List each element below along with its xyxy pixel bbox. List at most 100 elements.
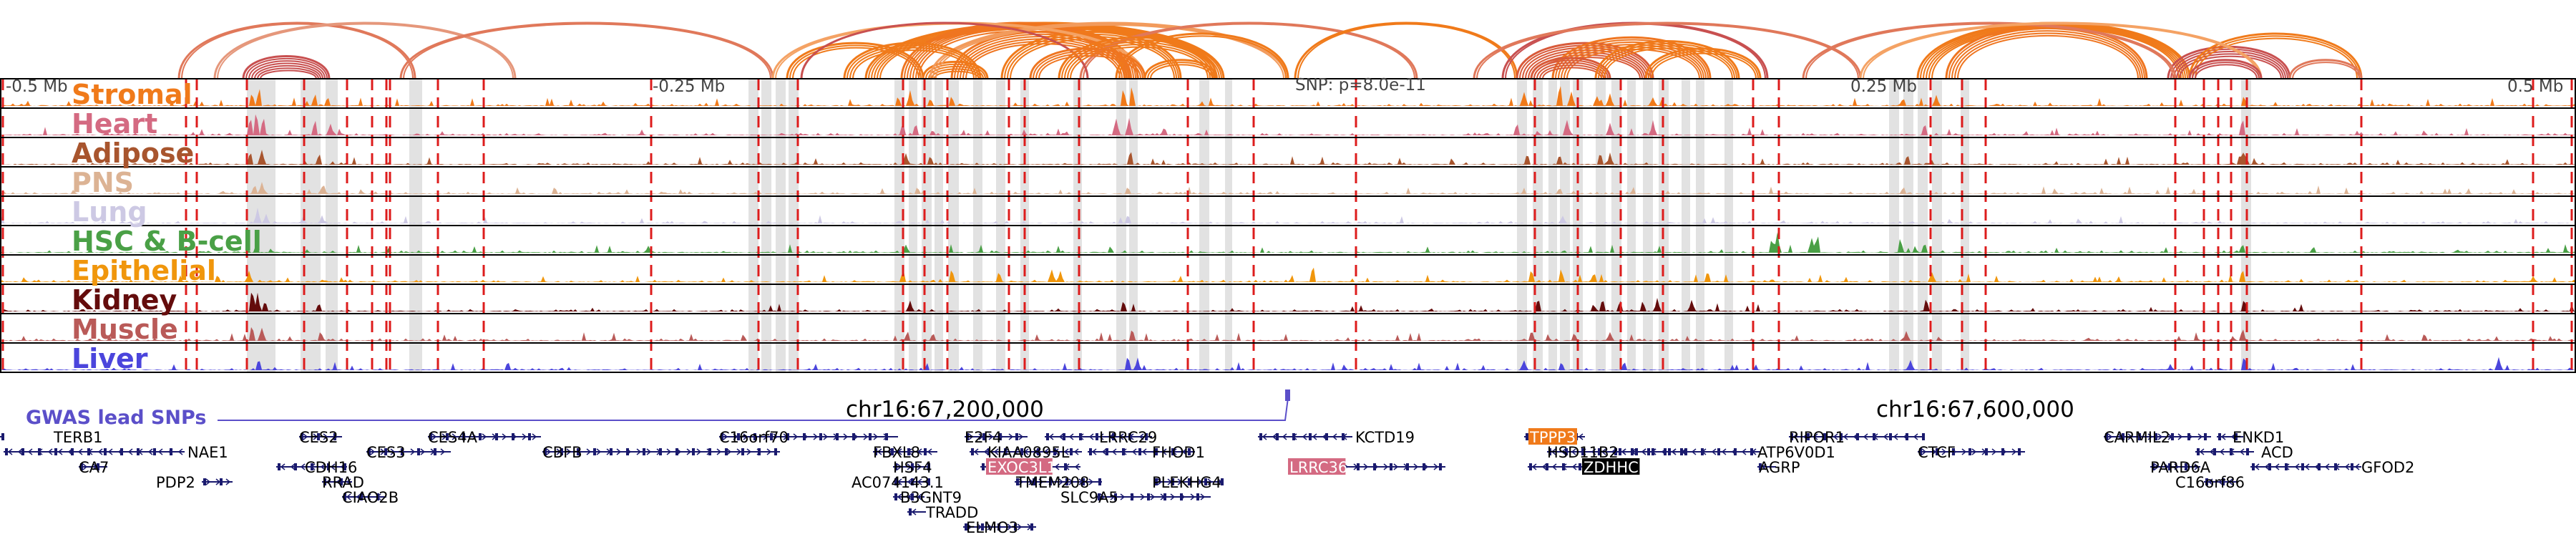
gene-exon	[1565, 448, 1568, 455]
strand-arrow	[410, 448, 416, 455]
strand-arrow	[1140, 493, 1146, 500]
gene-exon	[737, 433, 740, 440]
gene-exon	[999, 433, 1002, 440]
strand-arrow	[2207, 478, 2213, 485]
loop-arc	[1516, 42, 1654, 79]
strand-arrow	[346, 493, 351, 500]
gene-exon	[911, 478, 914, 485]
gene-exon	[2235, 433, 2238, 440]
loop-arc	[789, 44, 922, 79]
gene-exon	[2268, 463, 2271, 470]
gene-exon	[317, 433, 320, 440]
gene-gfod2: GFOD2	[2250, 459, 2414, 476]
gene-exon	[894, 463, 897, 470]
strand-arrow	[27, 448, 33, 455]
track-label: Liver	[72, 343, 148, 374]
gene-exon	[360, 493, 363, 500]
strand-arrow	[1068, 478, 1074, 485]
gene-exon	[1037, 448, 1040, 455]
signal-track-hsc-b-cell	[0, 232, 2576, 253]
gene-exon	[2204, 433, 2207, 440]
gene-label: PDP2	[156, 474, 195, 491]
track-label: Adipose	[72, 137, 194, 169]
strand-arrow	[726, 448, 732, 455]
gene-exon	[153, 448, 156, 455]
loop-arc	[1558, 42, 1707, 79]
gene-b3gnt9: B3GNT9	[893, 489, 962, 506]
gene-exon	[725, 448, 728, 455]
gene-label: CTCF	[1918, 444, 1956, 461]
gene-exon	[786, 433, 789, 440]
gene-lrrc29: LRRC29	[1045, 429, 1157, 446]
strand-arrow	[2154, 463, 2160, 470]
gene-exon	[1259, 433, 1262, 440]
gene-exon	[909, 508, 912, 516]
strand-arrow	[1282, 433, 1287, 440]
loop-arc	[1648, 50, 1759, 79]
loop-arc	[1598, 42, 1737, 79]
gene-exon	[2122, 433, 2124, 440]
gene-exon	[965, 523, 967, 531]
loop-arc	[403, 23, 771, 79]
strand-arrow	[2197, 433, 2203, 440]
gene-highlight-box	[986, 458, 1053, 475]
gene-exon	[1089, 448, 1092, 455]
gene-exon	[2152, 463, 2155, 470]
gene-exon	[2285, 463, 2288, 470]
loop-arc	[1644, 47, 1762, 79]
gene-label: CIAO2B	[342, 489, 399, 506]
gene-label: ACD	[2261, 444, 2293, 461]
gene-exon	[2187, 433, 2190, 440]
gene-exon	[927, 478, 930, 485]
strand-arrow	[1018, 433, 1024, 440]
strand-arrow	[1921, 448, 1927, 455]
gene-ripor1: RIPOR1	[1789, 429, 1925, 446]
gene-label: CES4A	[428, 429, 478, 446]
strand-arrow	[927, 448, 932, 455]
gene-exon	[1082, 478, 1085, 485]
loop-arc	[1604, 47, 1733, 79]
strand-arrow	[1088, 478, 1094, 485]
gene-exon	[907, 448, 910, 455]
gene-ciao2b: CIAO2B	[342, 489, 399, 506]
gene-exon	[80, 463, 83, 470]
strand-arrow	[1913, 433, 1918, 440]
strand-arrow	[440, 448, 446, 455]
gene-nae1: NAE1	[4, 444, 228, 461]
gene-ca7: CA7	[79, 459, 109, 476]
strand-arrow	[2304, 463, 2310, 470]
gene-exon	[1581, 448, 1584, 455]
gene-exon	[1033, 478, 1035, 485]
strand-arrow	[57, 448, 63, 455]
gene-exon	[5, 448, 8, 455]
gene-exon	[2185, 463, 2187, 470]
loop-arc	[1551, 36, 1712, 79]
gene-zdhhc1: ZDHHC1	[1528, 458, 1648, 476]
strand-arrow	[1150, 493, 1156, 500]
strand-arrow	[1100, 493, 1106, 500]
gene-label: FHOD1	[1152, 444, 1205, 461]
strand-arrow	[323, 433, 328, 440]
strand-arrow	[2194, 463, 2200, 470]
gene-label: AGRP	[1759, 459, 1800, 476]
strand-arrow	[1091, 448, 1097, 455]
gene-exon	[1030, 523, 1033, 531]
strand-arrow	[766, 448, 772, 455]
gene-exon	[758, 448, 761, 455]
strand-arrow	[2344, 463, 2350, 470]
gene-agrp: AGRP	[1757, 459, 1800, 476]
gene-exon	[311, 463, 313, 470]
strand-arrow	[1262, 433, 1267, 440]
strand-arrow	[636, 448, 642, 455]
loop-arc	[1143, 59, 1218, 79]
strand-arrow	[1111, 448, 1117, 455]
gene-exon	[924, 448, 927, 455]
gene-label: TPPP3	[1529, 429, 1576, 446]
strand-arrow	[1141, 448, 1147, 455]
strand-arrow	[743, 433, 748, 440]
gene-exon	[1188, 448, 1191, 455]
strand-arrow	[47, 448, 53, 455]
strand-arrow	[2209, 448, 2215, 455]
loop-arc	[1957, 34, 2139, 79]
